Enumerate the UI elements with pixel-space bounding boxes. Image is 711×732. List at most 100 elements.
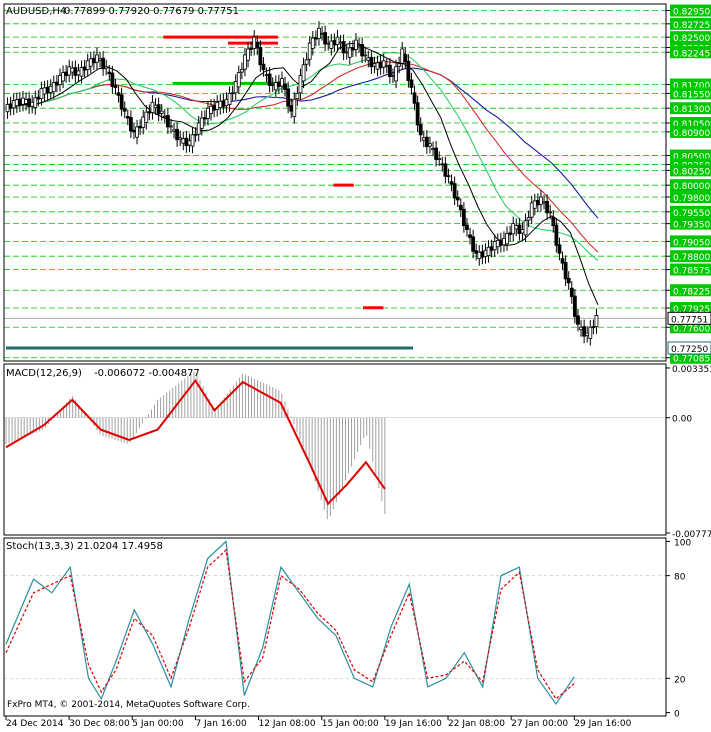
candle-body [418,123,423,136]
candle-body [551,216,556,227]
price-label-box [670,217,711,230]
candle-body [474,250,479,254]
price-tick-label: 0.80500 [673,153,710,163]
candle-body [45,86,50,94]
price-label-box [670,235,711,248]
stoch-tick-label: 20 [674,675,686,685]
candle-body [341,41,346,54]
candle-body [591,326,596,329]
candle-body [468,234,472,238]
candle-body [523,220,528,236]
candle-body [378,61,383,69]
candle-body [384,65,389,68]
candle-body [403,53,408,63]
candle-body [153,104,158,109]
candle-body [58,75,62,85]
candle-body [101,57,106,70]
candle-body [535,199,540,206]
candle-body [295,92,300,100]
candle-body [270,84,275,86]
candle-body [181,138,186,144]
price-label-box [670,164,711,177]
candle-body [366,57,371,61]
time-axis[interactable]: 24 Dec 2014 30 Dec 08:00 5 Jan 00:00 7 Jan … [5,716,632,729]
time-tick-label: 15 Jan 00:00 [322,719,379,729]
candle-body [304,59,309,65]
support-price-box [667,341,711,355]
candle-body [162,115,167,118]
candle-body [292,98,297,117]
candle-body [36,96,41,100]
candle-body [286,88,291,107]
candle-body [98,58,102,61]
candle-body [85,60,90,70]
candle-body [187,140,192,146]
price-tick-label: 0.79350 [673,221,710,231]
candle-body [569,287,574,298]
stoch-signal-line [5,548,575,700]
candle-body [48,85,53,93]
candle-body [313,37,318,40]
candle-body [128,117,133,132]
candle-body [209,105,213,114]
time-tick-label: 24 Dec 2014 [6,719,64,729]
candle-body [323,32,328,45]
stoch-axis[interactable]: 100 80 20 0 [666,538,691,720]
candle-body [212,105,217,111]
candle-body [428,143,432,147]
price-axis[interactable]: 0.829500.827250.825000.823250.822450.817… [666,4,711,365]
candle-body [446,175,451,178]
candle-body [387,64,392,78]
candle-body [572,295,577,317]
candle-body [150,101,155,113]
candle-body [255,42,260,49]
stoch-tick-label: 100 [674,538,691,548]
price-tick-label: 0.82500 [673,34,710,44]
candle-body [588,326,593,339]
copyright-watermark: FxPro MT4, © 2001-2014, MetaQuotes Softw… [7,700,250,710]
ma-red-line [5,60,599,253]
candle-body [301,64,306,82]
stoch-values: 21.0204 17.4958 [77,541,163,552]
candle-body [190,134,195,147]
candle-body [122,108,127,112]
candle-body [412,92,417,104]
candle-body [406,60,411,81]
candle-body [329,40,334,49]
candle-body [221,100,226,107]
candle-body [372,63,377,67]
candle-body [354,39,358,50]
price-tick-label: 0.81050 [673,120,710,130]
candle-body [30,101,35,107]
macd-axis[interactable]: 0.003353 0.00 -0.007774 [666,365,711,540]
price-label-box [670,250,711,263]
candle-body [421,137,426,141]
candle-body [230,92,235,95]
candle-body [514,225,519,230]
price-tick-label: 0.80250 [673,167,710,177]
candle-body [138,125,143,129]
candle-body [273,82,278,91]
ohlc-values: 0.77899 0.77920 0.77679 0.77751 [64,6,239,17]
candle-body [307,42,312,60]
price-tick-label: 0.77600 [673,324,710,334]
price-label-box [670,87,711,100]
price-tick-label: 0.79800 [673,194,710,204]
candle-body [147,111,152,114]
candle-body [332,40,337,46]
candle-body [350,47,355,51]
macd-tick-label: 0.003353 [672,365,711,375]
price-label-box [670,351,711,364]
candle-body [54,81,59,86]
candle-body [344,51,349,54]
price-tick-label: 0.80000 [673,182,710,192]
candle-body [532,200,537,209]
candle-body [338,41,343,44]
candle-body [267,73,272,86]
candle-body [458,204,463,211]
price-tick-label: 0.78225 [673,287,710,297]
price-label-box [670,302,711,315]
candle-body [125,116,130,119]
candle-body [554,224,559,246]
candle-body [239,69,244,73]
